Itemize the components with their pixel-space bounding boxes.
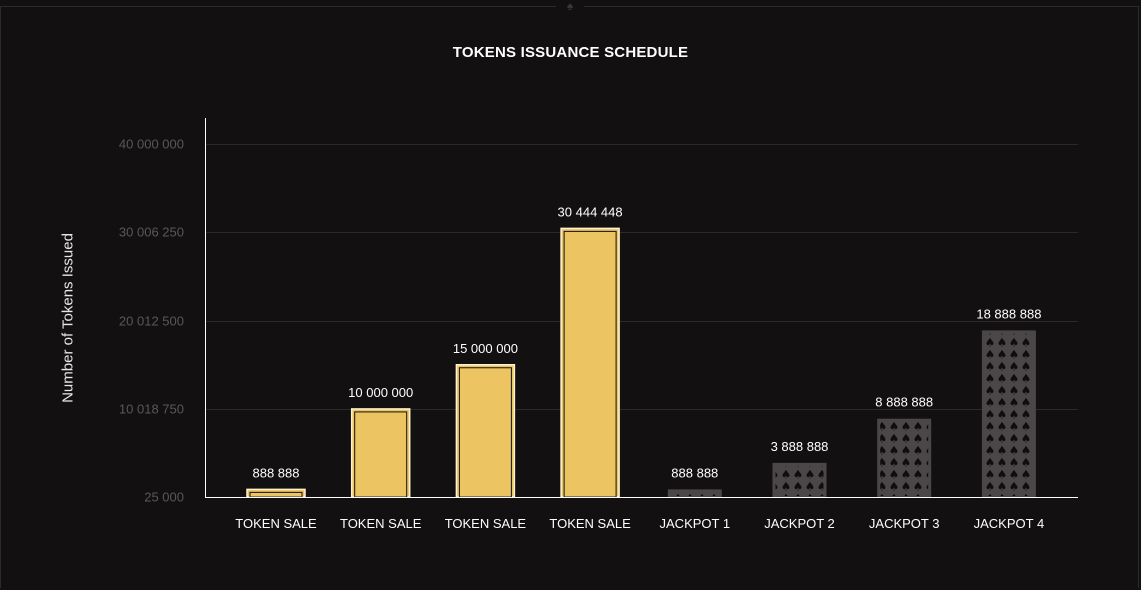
spade-pattern-fill (670, 492, 719, 496)
value-label: 10 000 000 (348, 385, 413, 400)
grid-layer (205, 144, 1078, 410)
y-tick-label: 30 006 250 (119, 225, 184, 240)
bar (246, 488, 306, 498)
y-tick-label: 25 000 (144, 490, 184, 505)
bar (350, 408, 411, 498)
value-label: 3 888 888 (771, 439, 829, 454)
y-tick-label: 20 012 500 (119, 314, 184, 329)
spade-ornament-icon: ♠ (556, 0, 584, 12)
x-tick-label: JACKPOT 3 (869, 516, 940, 531)
value-label: 8 888 888 (875, 395, 933, 410)
x-tick-label: TOKEN SALE (340, 516, 422, 531)
spade-pattern-fill (984, 333, 1033, 496)
spade-pattern-fill (880, 421, 929, 496)
chart-title: TOKENS ISSUANCE SCHEDULE (452, 44, 689, 61)
value-label: 888 888 (671, 465, 718, 480)
y-tick-label: 40 000 000 (119, 137, 184, 152)
axes (205, 118, 1078, 498)
value-labels: 888 888 10 000 000 15 000 000 30 444 448 888… (253, 204, 1042, 480)
y-tick-labels: 25 000 10 018 750 20 012 500 30 006 250 40 0… (119, 137, 184, 505)
value-label: 18 888 888 (976, 306, 1041, 321)
x-tick-labels: TOKEN SALE TOKEN SALE TOKEN SALE TOKEN SALE… (235, 516, 1044, 531)
x-tick-label: TOKEN SALE (235, 516, 317, 531)
bar (560, 227, 620, 498)
bar (455, 364, 516, 498)
spade-pattern-fill (775, 465, 824, 496)
x-tick-label: TOKEN SALE (445, 516, 527, 531)
y-tick-label: 10 018 750 (119, 402, 184, 417)
value-label: 30 444 448 (558, 204, 623, 219)
bars (246, 227, 1036, 498)
x-tick-label: JACKPOT 2 (764, 516, 835, 531)
value-label: 888 888 (253, 465, 300, 480)
value-label: 15 000 000 (453, 341, 518, 356)
x-tick-label: JACKPOT 1 (660, 516, 731, 531)
x-tick-label: JACKPOT 4 (974, 516, 1045, 531)
x-tick-label: TOKEN SALE (549, 516, 631, 531)
